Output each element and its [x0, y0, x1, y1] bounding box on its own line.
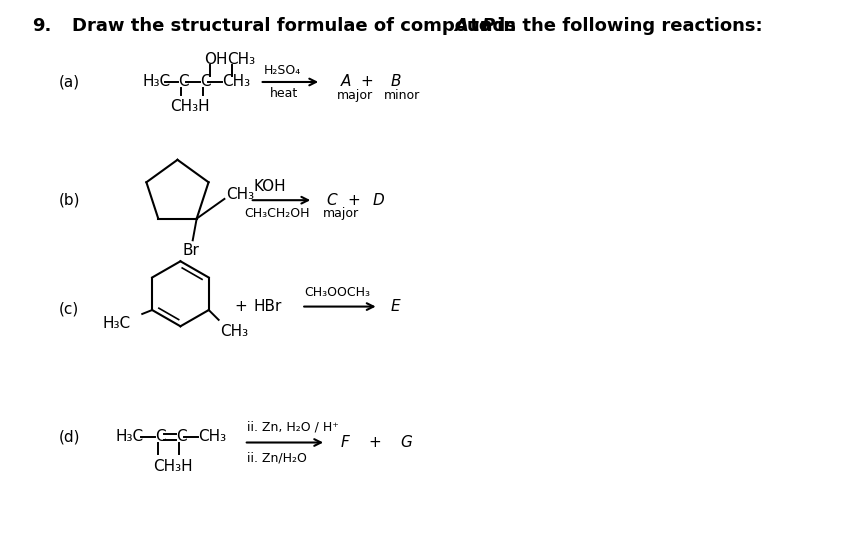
Text: H₂SO₄: H₂SO₄: [263, 63, 300, 77]
Text: +: +: [347, 193, 360, 208]
Text: H₃C: H₃C: [143, 75, 170, 90]
Text: +: +: [360, 75, 373, 90]
Text: C: C: [154, 429, 165, 444]
Text: C: C: [200, 75, 211, 90]
Text: C: C: [177, 429, 187, 444]
Text: (a): (a): [59, 75, 80, 90]
Text: OH: OH: [204, 52, 227, 67]
Text: B: B: [390, 75, 400, 90]
Text: Draw the structural formulae of compounds: Draw the structural formulae of compound…: [71, 17, 521, 35]
Text: H₃C: H₃C: [102, 316, 131, 331]
Text: minor: minor: [383, 89, 419, 102]
Text: +: +: [369, 435, 381, 450]
Text: C: C: [325, 193, 337, 208]
Text: C: C: [178, 75, 189, 90]
Text: CH₃OOCH₃: CH₃OOCH₃: [304, 286, 370, 299]
Text: CH₃: CH₃: [226, 52, 255, 67]
Text: CH₃H: CH₃H: [170, 99, 210, 114]
Text: D: D: [372, 193, 384, 208]
Text: major: major: [337, 89, 373, 102]
Text: major: major: [323, 207, 359, 221]
Text: to: to: [463, 17, 497, 35]
Text: CH₃CH₂OH: CH₃CH₂OH: [244, 207, 309, 221]
Text: CH₃H: CH₃H: [152, 458, 192, 473]
Text: F: F: [340, 435, 350, 450]
Text: H₃C: H₃C: [115, 429, 143, 444]
Text: CH₃: CH₃: [222, 75, 250, 90]
Text: CH₃: CH₃: [198, 429, 226, 444]
Text: KOH: KOH: [253, 179, 286, 194]
Text: 9.: 9.: [32, 17, 51, 35]
Text: E: E: [390, 299, 400, 314]
Text: A: A: [453, 17, 468, 35]
Text: +: +: [233, 299, 246, 314]
Text: A: A: [340, 75, 350, 90]
Text: heat: heat: [269, 87, 298, 100]
Text: ii. Zn/H₂O: ii. Zn/H₂O: [246, 452, 307, 465]
Text: Br: Br: [183, 243, 200, 258]
Text: HBr: HBr: [253, 299, 282, 314]
Text: CH₃: CH₃: [220, 324, 247, 339]
Text: ii. Zn, H₂O / H⁺: ii. Zn, H₂O / H⁺: [246, 420, 338, 433]
Text: in the following reactions:: in the following reactions:: [491, 17, 762, 35]
Text: (d): (d): [59, 429, 80, 444]
Text: (b): (b): [59, 193, 80, 208]
Text: (c): (c): [59, 301, 79, 316]
Text: CH₃: CH₃: [226, 188, 254, 202]
Text: G: G: [400, 435, 412, 450]
Text: P: P: [481, 17, 494, 35]
